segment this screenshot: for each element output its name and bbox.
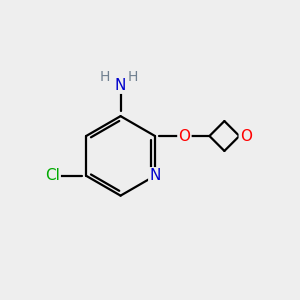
Text: O: O [240,128,252,143]
Text: Cl: Cl [45,168,60,183]
Text: H: H [100,70,110,84]
Text: N: N [149,168,161,183]
Text: N: N [115,78,126,93]
Text: H: H [128,70,138,84]
Text: O: O [178,128,190,143]
